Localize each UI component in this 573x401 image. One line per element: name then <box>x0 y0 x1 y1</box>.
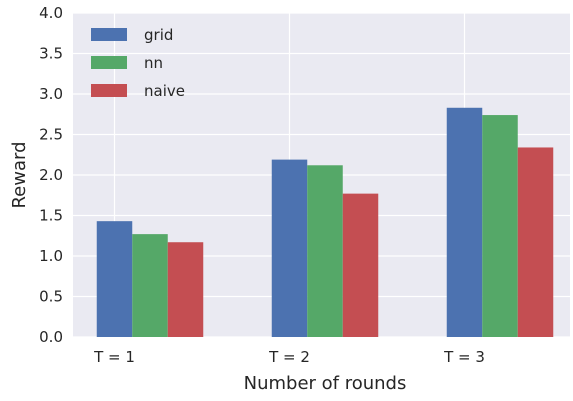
y-tick-label: 1.5 <box>39 207 63 225</box>
legend: grid nn naive <box>91 26 185 100</box>
legend-label-naive: naive <box>144 82 185 100</box>
y-tick-labels: 0.0 0.5 1.0 1.5 2.0 2.5 3.0 3.5 4.0 <box>39 4 63 346</box>
bar-nn-2 <box>307 165 343 337</box>
y-tick-label: 2.5 <box>39 126 63 144</box>
legend-swatch-nn <box>91 56 127 69</box>
x-tick-labels: T = 1 T = 2 T = 3 <box>93 348 485 366</box>
bar-grid-1 <box>96 221 133 337</box>
bar-naive-1 <box>167 242 204 337</box>
bar-naive-2 <box>342 193 379 337</box>
legend-label-nn: nn <box>144 54 163 72</box>
y-tick-label: 3.0 <box>39 85 63 103</box>
bar-nn-3 <box>482 115 518 337</box>
x-tick-label: T = 2 <box>268 348 310 366</box>
bar-grid-2 <box>271 159 308 337</box>
bar-naive-3 <box>517 147 554 337</box>
y-tick-label: 3.5 <box>39 45 63 63</box>
y-tick-label: 1.0 <box>39 247 63 265</box>
bars <box>96 107 554 338</box>
x-axis-label: Number of rounds <box>244 373 407 394</box>
y-tick-label: 2.0 <box>39 166 63 184</box>
y-tick-label: 0.5 <box>39 288 63 306</box>
x-tick-label: T = 1 <box>93 348 135 366</box>
y-axis-label: Reward <box>9 141 30 208</box>
bar-nn-1 <box>132 234 168 337</box>
y-tick-label: 0.0 <box>39 328 63 346</box>
legend-swatch-naive <box>91 84 127 97</box>
legend-swatch-grid <box>91 28 127 41</box>
legend-label-grid: grid <box>144 26 173 44</box>
bar-grid-3 <box>446 107 483 338</box>
x-tick-label: T = 3 <box>443 348 485 366</box>
y-tick-label: 4.0 <box>39 4 63 22</box>
